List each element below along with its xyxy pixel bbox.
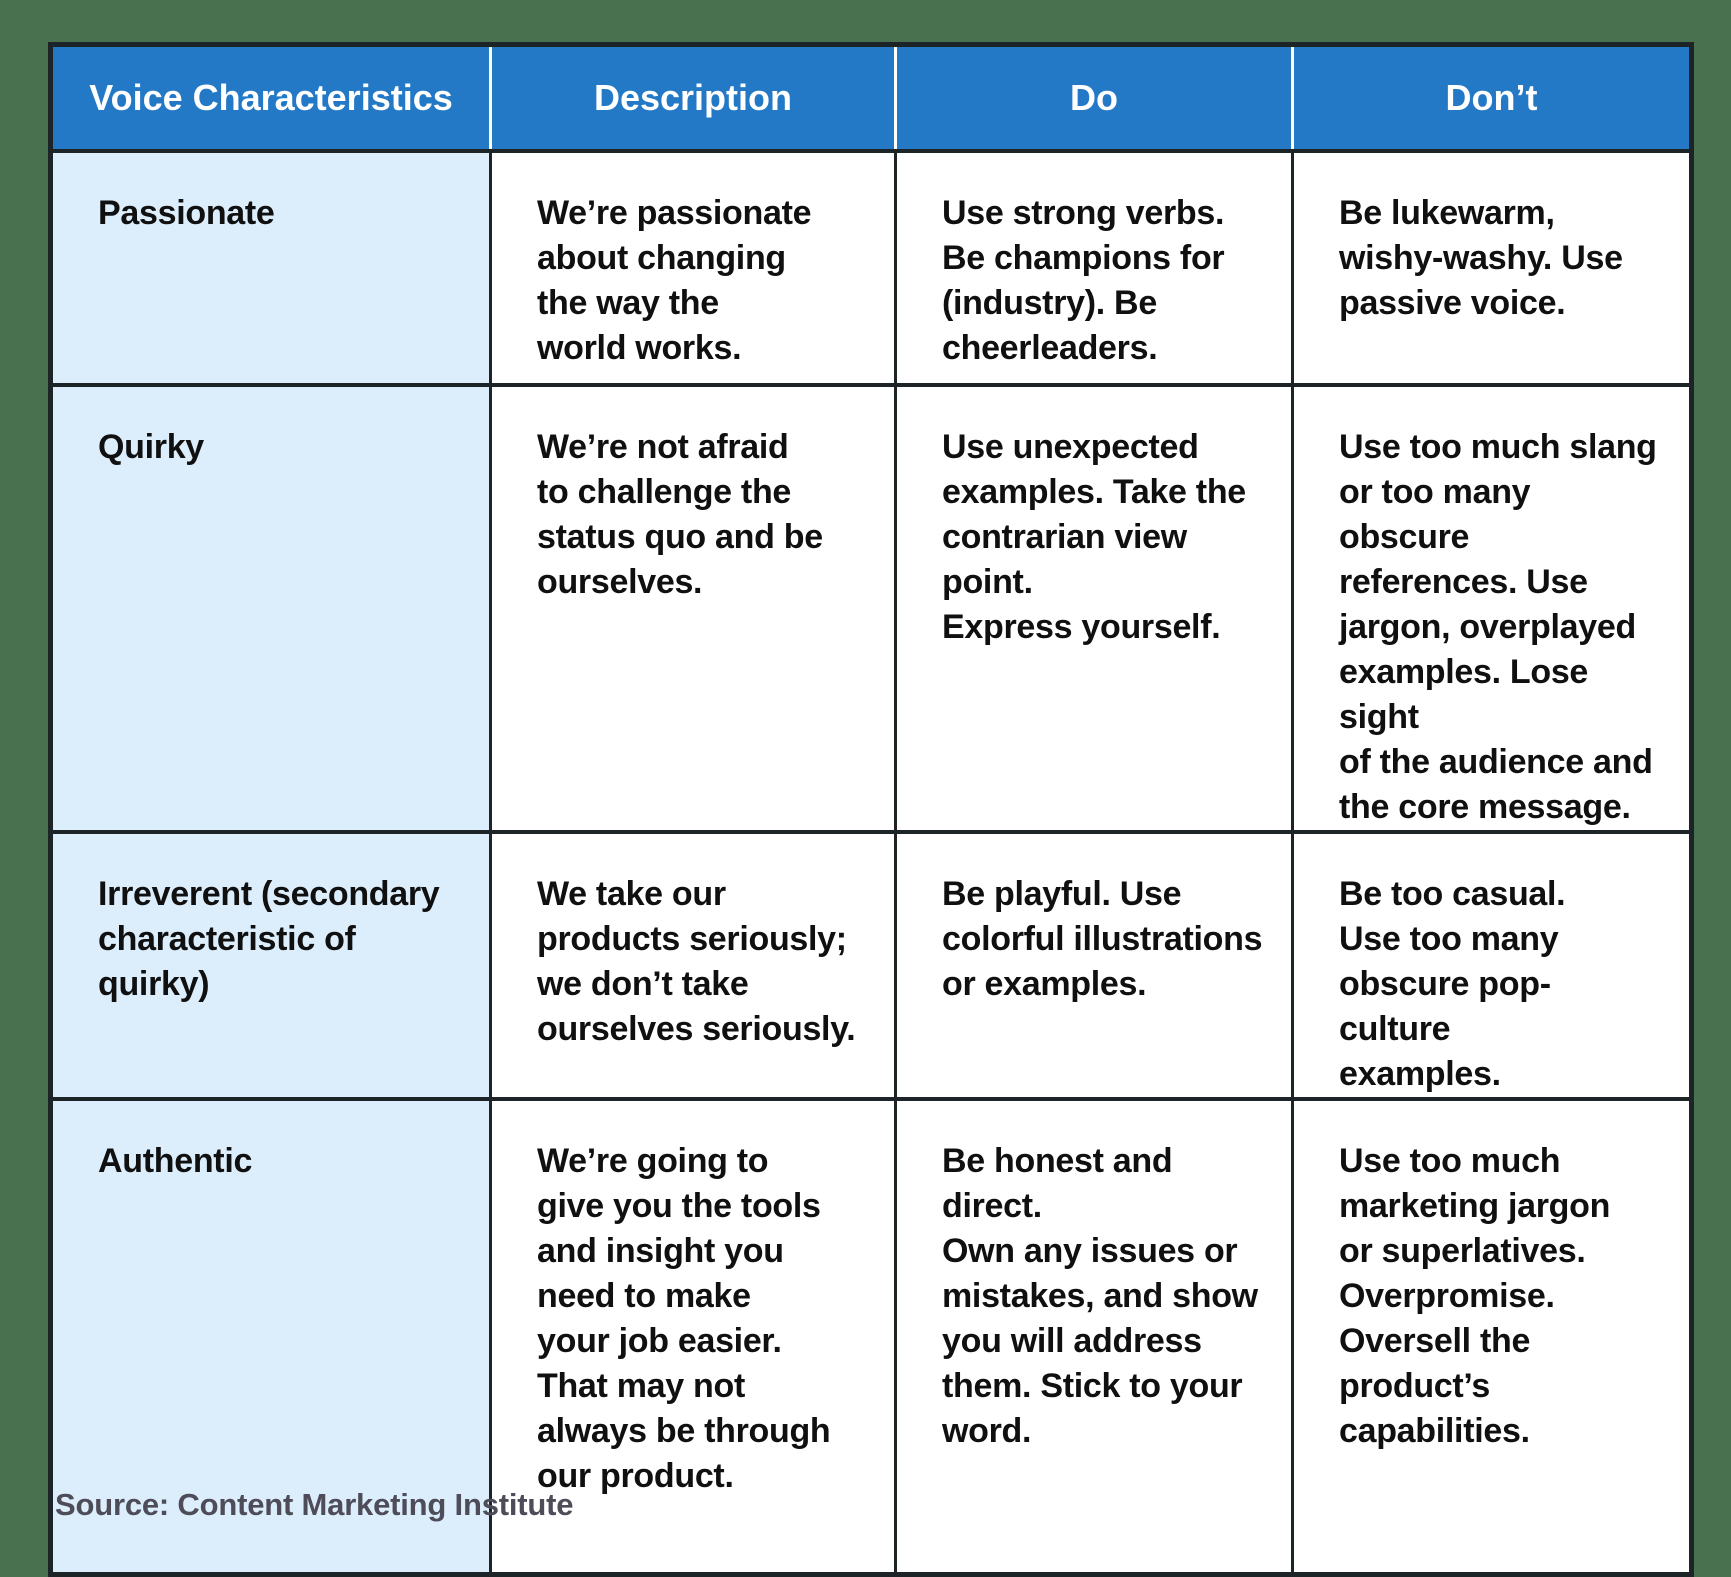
header-do: Do bbox=[894, 44, 1293, 153]
cell-dont: Use too much slang or too many obscure r… bbox=[1291, 382, 1692, 832]
cell-do: Be playful. Use colorful illustrations o… bbox=[894, 829, 1293, 1099]
cell-description: We’re not afraid to challenge the status… bbox=[489, 382, 896, 832]
cell-characteristic: Quirky bbox=[50, 382, 491, 832]
cell-dont: Be lukewarm, wishy-washy. Use passive vo… bbox=[1291, 148, 1692, 385]
header-row: Voice Characteristics Description Do Don… bbox=[50, 44, 1692, 153]
cell-characteristic: Passionate bbox=[50, 148, 491, 385]
cell-do: Use unexpected examples. Take the contra… bbox=[894, 382, 1293, 832]
table-row-irreverent: Irreverent (secondary characteristic of … bbox=[50, 829, 1692, 1099]
table-row-authentic: Authentic We’re going to give you the to… bbox=[50, 1096, 1692, 1575]
table-row-passionate: Passionate We’re passionate about changi… bbox=[50, 148, 1692, 385]
cell-characteristic: Authentic bbox=[50, 1096, 491, 1575]
source-attribution: Source: Content Marketing Institute bbox=[55, 1487, 574, 1522]
cell-characteristic: Irreverent (secondary characteristic of … bbox=[50, 829, 491, 1099]
header-voice-characteristics: Voice Characteristics bbox=[50, 44, 491, 153]
cell-description: We’re passionate about changing the way … bbox=[489, 148, 896, 385]
cell-dont: Be too casual. Use too many obscure pop-… bbox=[1291, 829, 1692, 1099]
cell-dont: Use too much marketing jargon or superla… bbox=[1291, 1096, 1692, 1575]
cell-do: Be honest and direct. Own any issues or … bbox=[894, 1096, 1293, 1575]
cell-description: We’re going to give you the tools and in… bbox=[489, 1096, 896, 1575]
header-description: Description bbox=[489, 44, 896, 153]
voice-characteristics-table: Voice Characteristics Description Do Don… bbox=[48, 42, 1694, 1577]
cell-description: We take our products seriously; we don’t… bbox=[489, 829, 896, 1099]
table-row-quirky: Quirky We’re not afraid to challenge the… bbox=[50, 382, 1692, 832]
header-dont: Don’t bbox=[1291, 44, 1692, 153]
cell-do: Use strong verbs. Be champions for (indu… bbox=[894, 148, 1293, 385]
